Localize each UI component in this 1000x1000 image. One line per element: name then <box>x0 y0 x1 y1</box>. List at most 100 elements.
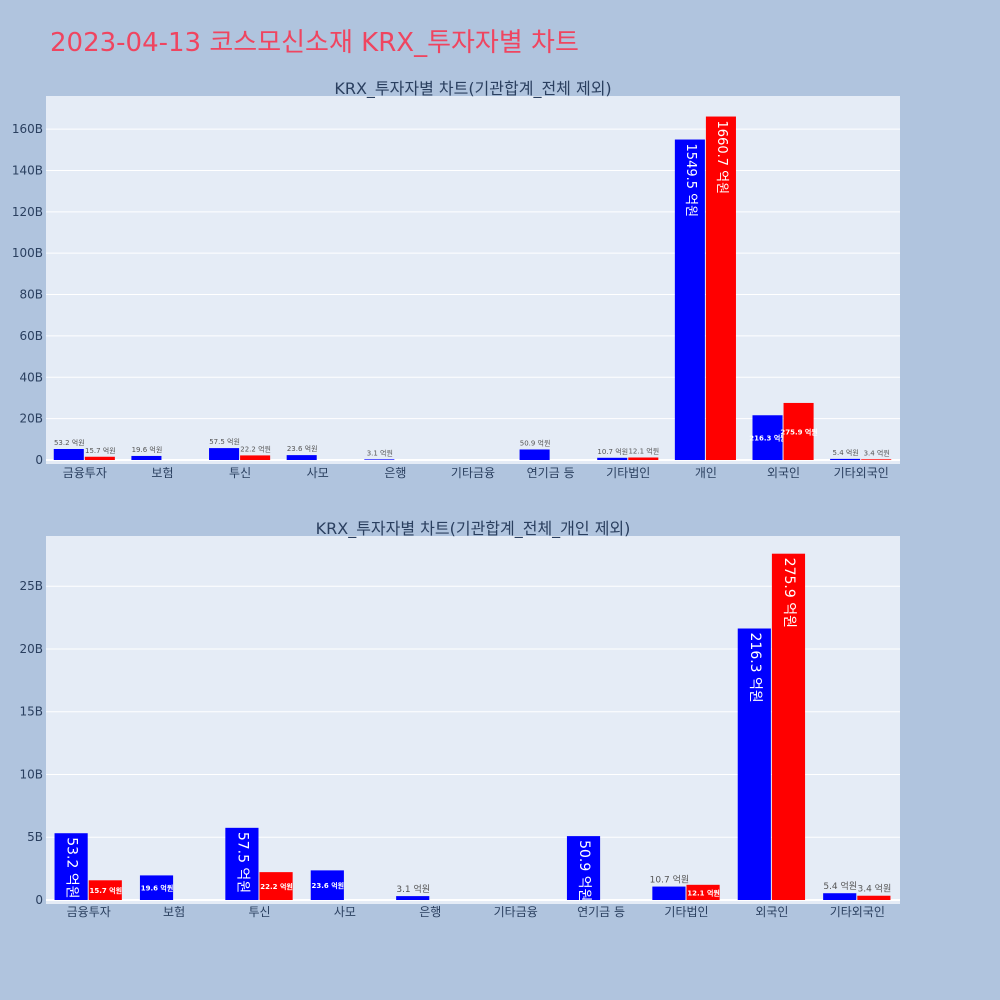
data-label: 23.6 억원 <box>287 444 318 453</box>
bar <box>225 827 259 900</box>
data-label: 5.4 억원 <box>833 448 859 457</box>
bar <box>286 455 317 460</box>
chart-title-2: KRX_투자자별 차트(기관합계_전체_개인 제외) <box>316 519 631 539</box>
x-tick-label: 은행 <box>384 465 406 480</box>
y-tick-label: 100B <box>12 246 43 260</box>
bar <box>396 896 430 900</box>
x-tick-label: 외국인 <box>755 905 788 919</box>
bar <box>53 448 84 460</box>
chart-title-1: KRX_투자자별 차트(기관합계_전체 제외) <box>334 79 611 99</box>
plot-area-1 <box>46 96 900 464</box>
x-tick-label: 금융투자 <box>67 905 111 919</box>
bar <box>674 139 705 461</box>
bar <box>259 872 293 900</box>
data-label: 275.9 억원 <box>780 427 817 436</box>
bar <box>830 458 861 460</box>
data-label: 3.4 억원 <box>864 448 890 457</box>
y-tick-label: 5B <box>27 830 43 844</box>
data-label: 19.6 억원 <box>132 445 163 454</box>
data-label: 216.3 억원 <box>749 434 786 443</box>
data-label: 19.6 억원 <box>141 884 174 893</box>
data-label: 275.9 억원 <box>781 558 797 628</box>
data-label: 3.4 억원 <box>858 883 892 895</box>
bar <box>139 875 174 900</box>
bar <box>628 457 659 460</box>
x-tick-label: 보험 <box>151 466 173 480</box>
y-tick-label: 80B <box>19 288 43 302</box>
data-label: 57.5 억원 <box>209 437 240 446</box>
y-tick-label: 140B <box>12 163 43 177</box>
x-tick-label: 보험 <box>163 905 185 919</box>
bar <box>783 402 814 460</box>
data-label: 10.7 억원 <box>597 447 628 456</box>
y-tick-label: 40B <box>19 370 43 384</box>
bar <box>54 833 88 900</box>
x-tick-label: 연기금 등 <box>577 905 625 919</box>
x-tick-label: 외국인 <box>767 466 800 480</box>
bar <box>519 449 550 460</box>
data-label: 53.2 억원 <box>54 438 85 447</box>
x-tick-label: 금융투자 <box>63 466 107 480</box>
data-label: 1660.7 억원 <box>714 121 729 195</box>
data-label: 23.6 억원 <box>312 881 345 890</box>
y-tick-label: 60B <box>19 329 43 343</box>
x-tick-label: 투신 <box>248 905 270 919</box>
x-tick-label: 사모 <box>307 466 329 480</box>
data-label: 1549.5 억원 <box>683 144 698 218</box>
y-tick-label: 25B <box>19 579 43 593</box>
y-tick-label: 0 <box>35 453 43 467</box>
x-tick-label: 기타외국인 <box>834 466 889 480</box>
x-tick-label: 개인 <box>695 466 717 480</box>
x-tick-label: 투신 <box>229 466 251 480</box>
y-tick-label: 160B <box>12 122 43 136</box>
data-label: 22.2 억원 <box>260 882 293 891</box>
data-label: 12.1 억원 <box>628 446 659 455</box>
y-tick-label: 20B <box>19 412 43 426</box>
x-tick-label: 은행 <box>419 904 441 919</box>
bar <box>364 459 395 460</box>
bar <box>771 553 806 900</box>
data-label: 57.5 억원 <box>234 832 250 893</box>
bar <box>209 448 240 460</box>
bar <box>240 455 271 460</box>
y-tick-label: 0 <box>35 893 43 907</box>
data-label: 3.1 억원 <box>396 883 430 895</box>
page-title: 2023-04-13 코스모신소재 KRX_투자자별 차트 <box>50 28 579 58</box>
data-label: 53.2 억원 <box>64 837 80 898</box>
data-label: 50.9 억원 <box>576 840 592 901</box>
y-tick-label: 15B <box>19 705 43 719</box>
bar <box>131 455 162 460</box>
x-tick-label: 기타법인 <box>606 466 650 480</box>
x-tick-label: 기타법인 <box>664 905 708 919</box>
data-label: 15.7 억원 <box>85 446 116 455</box>
bar <box>597 457 628 460</box>
bar <box>652 886 686 900</box>
y-tick-label: 10B <box>19 767 43 781</box>
x-tick-label: 기타금융 <box>494 905 538 919</box>
x-tick-label: 기타금융 <box>451 466 495 480</box>
bar <box>88 880 122 900</box>
data-label: 5.4 억원 <box>823 880 857 892</box>
data-label: 12.1 억원 <box>687 888 720 897</box>
bar <box>84 456 115 460</box>
bar <box>705 116 736 460</box>
data-label: 216.3 억원 <box>747 633 763 703</box>
bar <box>310 870 344 900</box>
data-label: 10.7 억원 <box>650 874 689 886</box>
data-label: 22.2 억원 <box>240 444 271 453</box>
bar <box>857 895 891 900</box>
bar <box>752 415 783 460</box>
x-tick-label: 연기금 등 <box>527 466 575 480</box>
y-tick-label: 20B <box>19 642 43 656</box>
data-label: 50.9 억원 <box>520 438 551 447</box>
bar <box>861 459 892 460</box>
x-tick-label: 사모 <box>334 905 356 919</box>
data-label: 15.7 억원 <box>89 886 122 895</box>
bar <box>737 628 771 900</box>
bar <box>686 884 720 900</box>
y-tick-label: 120B <box>12 205 43 219</box>
x-tick-label: 기타외국인 <box>830 905 885 919</box>
bar <box>823 893 857 900</box>
bar <box>566 836 601 900</box>
